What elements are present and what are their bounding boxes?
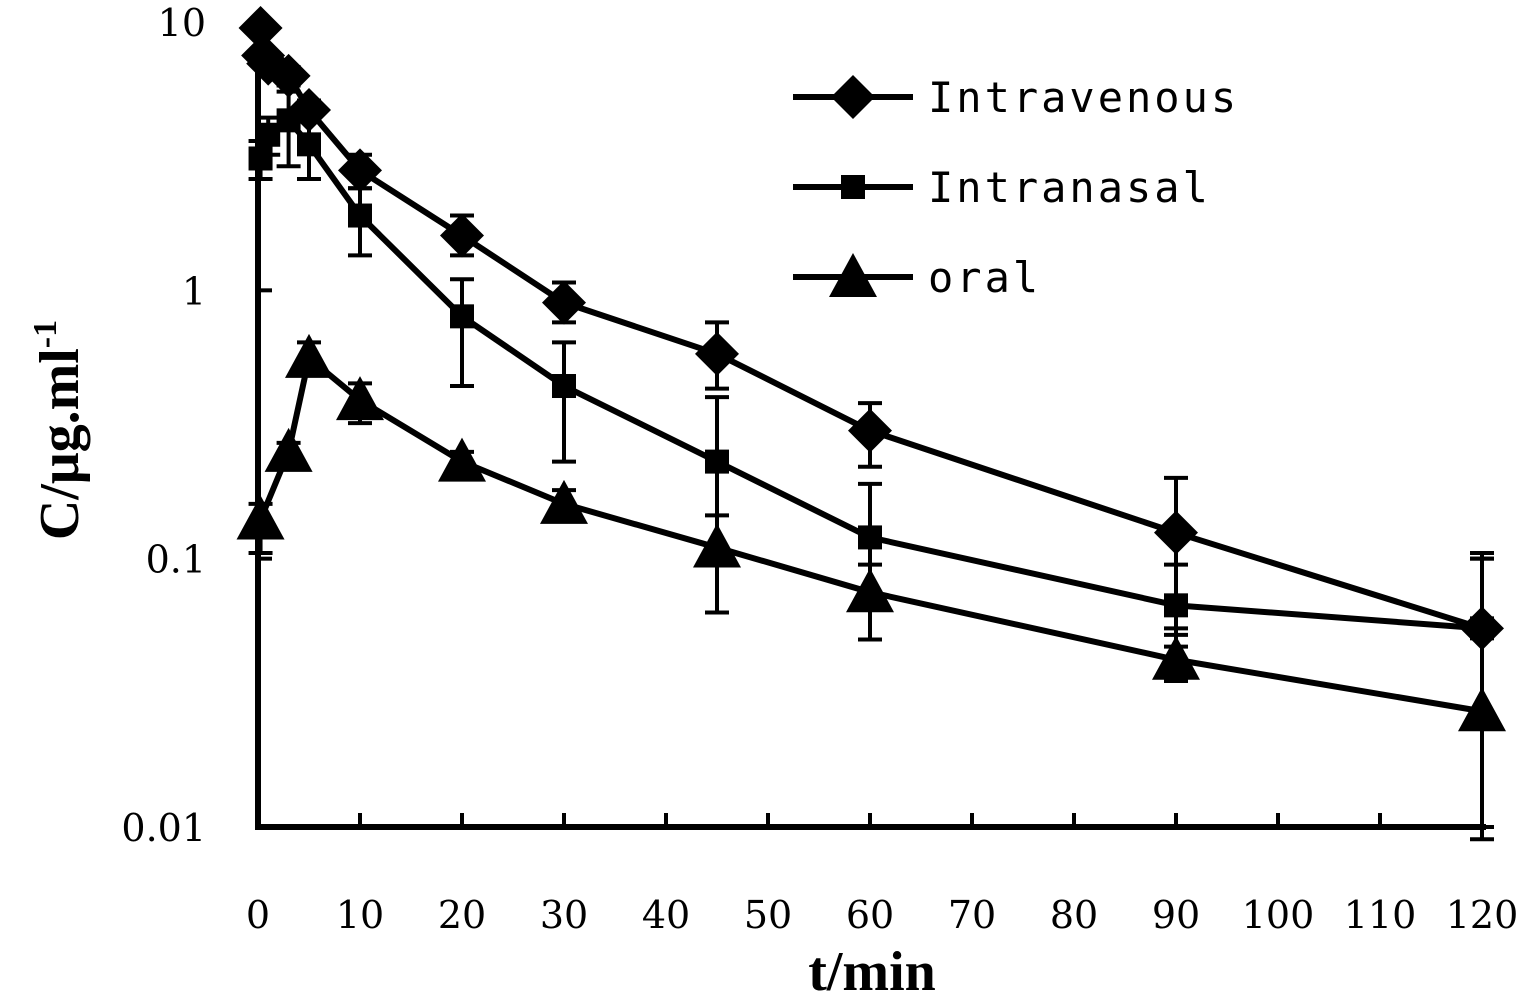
data-point [450,304,474,329]
series-oral [236,333,1506,842]
y-tick-label: 0.1 [146,538,206,582]
x-tick-label: 10 [336,893,384,937]
data-point [438,437,486,482]
legend-item-intravenous: Intravenous [793,73,1239,122]
data-point [266,53,311,98]
series-line [257,354,1483,715]
data-point [542,280,586,325]
legend-label: Intranasal [928,163,1211,212]
data-point [336,376,384,421]
data-point [540,479,588,524]
x-tick-label: 80 [1050,893,1098,937]
data-point [285,333,333,378]
data-point [695,331,739,376]
data-point [552,374,576,399]
data-point [858,525,882,550]
x-tick-label: 70 [948,893,996,937]
legend-label: Intravenous [928,73,1239,122]
data-point [264,427,313,472]
x-tick-label: 120 [1446,893,1519,937]
data-point [846,568,894,613]
data-point [1164,593,1188,618]
data-point [238,5,283,50]
y-tick-label: 1 [182,269,206,313]
data-point [297,132,321,157]
x-tick-label: 0 [246,893,270,937]
data-point [848,408,892,453]
x-tick-label: 20 [438,893,486,937]
data-point [1154,510,1198,555]
data-point [440,213,484,258]
data-point [248,146,273,171]
legend-marker [841,175,865,199]
y-tick-label: 0.01 [121,806,206,850]
x-tick-label: 110 [1344,893,1417,937]
data-point [338,148,382,193]
data-point [236,495,285,540]
series-intravenous [238,5,1504,829]
y-axis-title: C/μg.ml-1 [27,320,91,540]
legend-item-intranasal: Intranasal [793,163,1211,212]
x-tick-label: 30 [540,893,588,937]
legend-marker [829,253,877,297]
x-tick-label: 40 [642,893,690,937]
x-tick-label: 50 [744,893,792,937]
x-tick-label: 90 [1152,893,1200,937]
x-axis-title: t/min [808,941,936,1000]
data-point [276,108,301,133]
data-point [256,122,281,147]
data-point [348,203,372,228]
data-point [1458,687,1506,732]
series-layer [236,5,1506,842]
y-axis-title-main: C/μg.ml [29,348,91,540]
data-point [1152,635,1200,680]
legend-item-oral: oral [793,253,1041,302]
x-tick-label: 100 [1242,893,1315,937]
legend: Intravenous Intranasal oral [793,73,1239,302]
x-tick-label: 60 [846,893,894,937]
y-axis-title-superscript: -1 [27,320,64,348]
data-point [693,523,741,568]
data-point [705,449,729,474]
legend-label: oral [928,253,1041,302]
legend-marker [831,75,875,119]
y-tick-label: 10 [158,1,206,45]
